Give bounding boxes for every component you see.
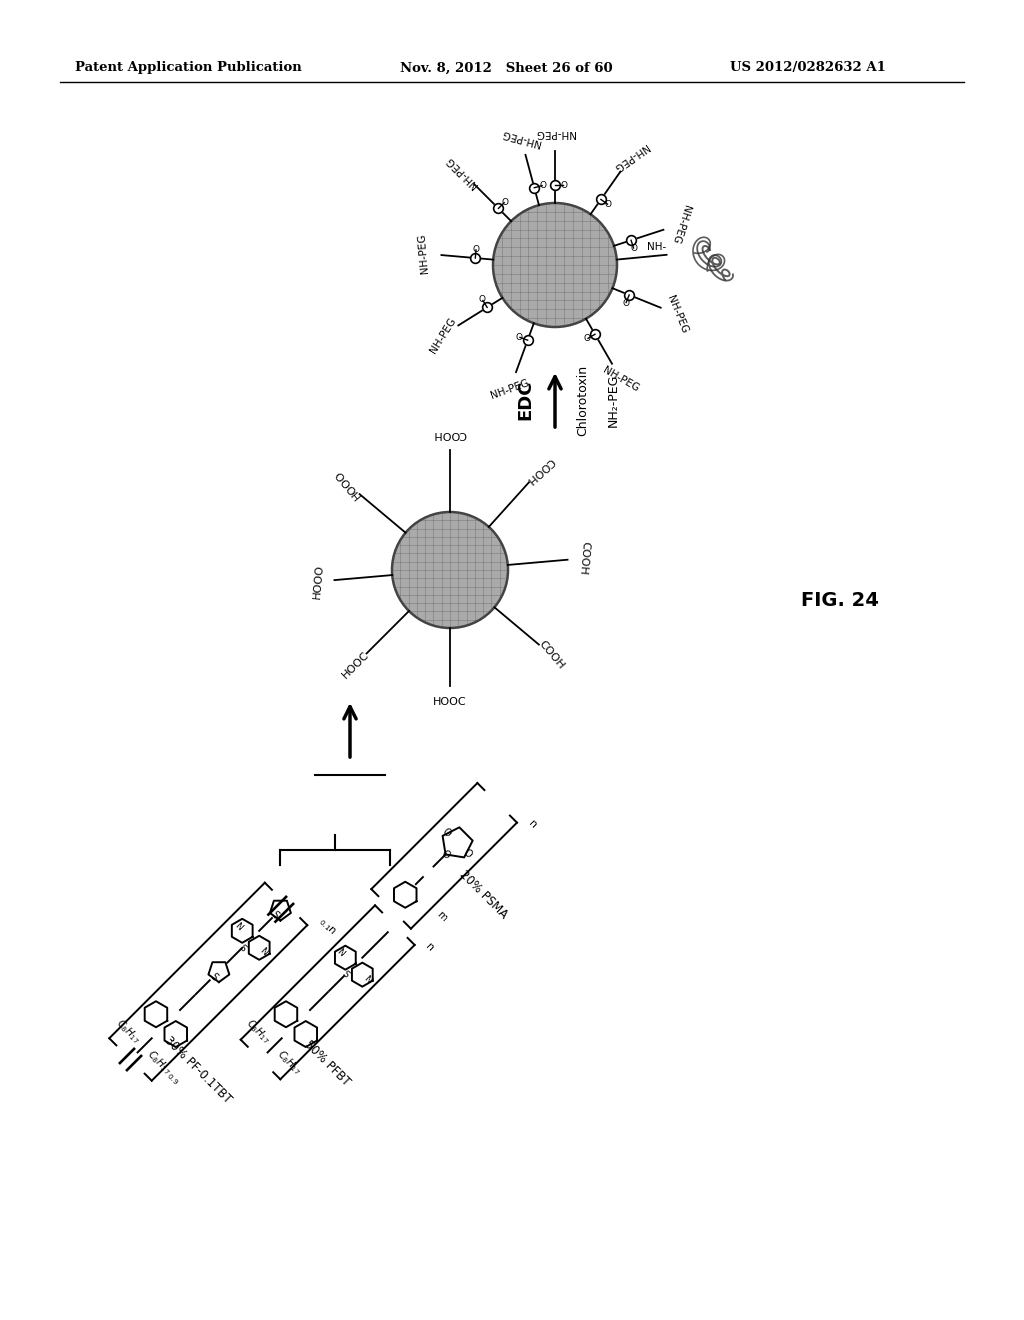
Text: O: O bbox=[461, 847, 473, 859]
Polygon shape bbox=[442, 828, 473, 858]
Text: NH₂-PEG: NH₂-PEG bbox=[606, 374, 620, 426]
Text: O: O bbox=[473, 244, 479, 253]
Text: NH-PEG: NH-PEG bbox=[500, 128, 542, 148]
Text: NH-PEG: NH-PEG bbox=[489, 378, 530, 400]
Text: NH-PEG: NH-PEG bbox=[417, 234, 430, 275]
Text: N: N bbox=[335, 948, 346, 958]
Text: NH-PEG: NH-PEG bbox=[666, 294, 689, 335]
Polygon shape bbox=[231, 919, 253, 942]
Text: Patent Application Publication: Patent Application Publication bbox=[75, 62, 302, 74]
Text: $_{0.9}$: $_{0.9}$ bbox=[165, 1071, 181, 1088]
Text: O: O bbox=[516, 333, 522, 342]
Text: HOOO: HOOO bbox=[333, 467, 362, 500]
Text: N: N bbox=[258, 946, 269, 957]
Text: n: n bbox=[526, 818, 539, 830]
Polygon shape bbox=[209, 962, 229, 982]
Text: O: O bbox=[540, 181, 547, 190]
Text: Chlorotoxin: Chlorotoxin bbox=[577, 364, 590, 436]
Text: HOOC: HOOC bbox=[433, 697, 467, 708]
Text: NH-PEG: NH-PEG bbox=[611, 141, 650, 173]
Polygon shape bbox=[270, 900, 291, 920]
Text: $C_8H_{17}$: $C_8H_{17}$ bbox=[143, 1047, 174, 1077]
Polygon shape bbox=[144, 1002, 167, 1027]
Polygon shape bbox=[295, 1022, 317, 1047]
Circle shape bbox=[493, 203, 617, 327]
Text: O: O bbox=[623, 298, 630, 308]
Text: O: O bbox=[584, 334, 591, 343]
Text: O: O bbox=[440, 826, 453, 840]
Text: O: O bbox=[439, 849, 452, 861]
Polygon shape bbox=[274, 1002, 297, 1027]
Text: Nov. 8, 2012   Sheet 26 of 60: Nov. 8, 2012 Sheet 26 of 60 bbox=[400, 62, 612, 74]
Text: EDC: EDC bbox=[516, 380, 534, 420]
Polygon shape bbox=[249, 936, 269, 960]
Text: m: m bbox=[434, 909, 449, 924]
Text: S: S bbox=[237, 942, 248, 953]
Text: NH-PEG: NH-PEG bbox=[535, 128, 575, 139]
Polygon shape bbox=[335, 945, 355, 970]
Text: S: S bbox=[269, 909, 281, 921]
Text: FIG. 24: FIG. 24 bbox=[801, 590, 879, 610]
Text: S: S bbox=[208, 970, 219, 982]
Text: 20% PSMA: 20% PSMA bbox=[457, 869, 510, 921]
Text: COOH: COOH bbox=[433, 429, 467, 440]
Text: COOH: COOH bbox=[524, 455, 555, 486]
Text: $C_8H_{17}$: $C_8H_{17}$ bbox=[273, 1047, 304, 1077]
Text: O: O bbox=[502, 198, 508, 206]
Circle shape bbox=[392, 512, 508, 628]
Text: n: n bbox=[424, 941, 436, 953]
Text: $_{0.1}$n: $_{0.1}$n bbox=[316, 916, 339, 939]
Polygon shape bbox=[165, 1022, 187, 1047]
Text: $C_8H_{17}$: $C_8H_{17}$ bbox=[113, 1016, 142, 1047]
Text: N: N bbox=[361, 974, 373, 985]
Text: NH-PEG: NH-PEG bbox=[670, 203, 691, 244]
Text: O: O bbox=[560, 181, 567, 190]
Text: NH-PEG: NH-PEG bbox=[444, 154, 479, 189]
Text: S: S bbox=[340, 969, 350, 979]
Text: O: O bbox=[631, 244, 637, 253]
Text: HOOO: HOOO bbox=[312, 564, 325, 599]
Text: O: O bbox=[479, 296, 485, 305]
Text: 50% PFBT: 50% PFBT bbox=[302, 1038, 353, 1089]
Text: US 2012/0282632 A1: US 2012/0282632 A1 bbox=[730, 62, 886, 74]
Polygon shape bbox=[394, 882, 417, 908]
Text: NH-: NH- bbox=[647, 242, 667, 252]
Polygon shape bbox=[352, 962, 373, 986]
Text: $C_8H_{17}$: $C_8H_{17}$ bbox=[243, 1016, 272, 1047]
Text: 30% PF-0.1TBT: 30% PF-0.1TBT bbox=[162, 1034, 233, 1106]
Text: COOH: COOH bbox=[578, 541, 590, 576]
Text: NH-PEG: NH-PEG bbox=[428, 315, 458, 355]
Text: COOH: COOH bbox=[537, 639, 565, 671]
Text: HOOC: HOOC bbox=[340, 649, 371, 680]
Text: N: N bbox=[232, 921, 244, 932]
Text: NH-PEG: NH-PEG bbox=[601, 364, 641, 393]
Text: O: O bbox=[605, 201, 611, 209]
